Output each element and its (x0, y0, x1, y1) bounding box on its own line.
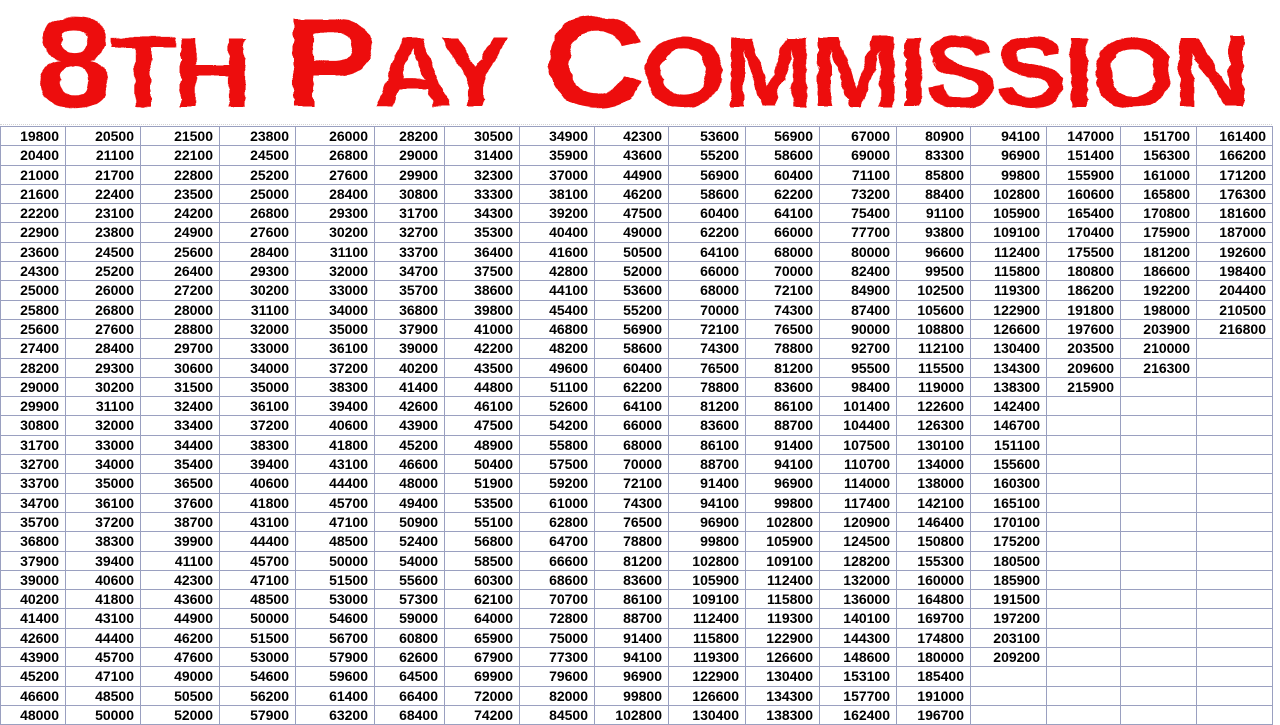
svg-text:8TH PAY COMMISSION: 8TH PAY COMMISSION (34, 0, 1247, 126)
